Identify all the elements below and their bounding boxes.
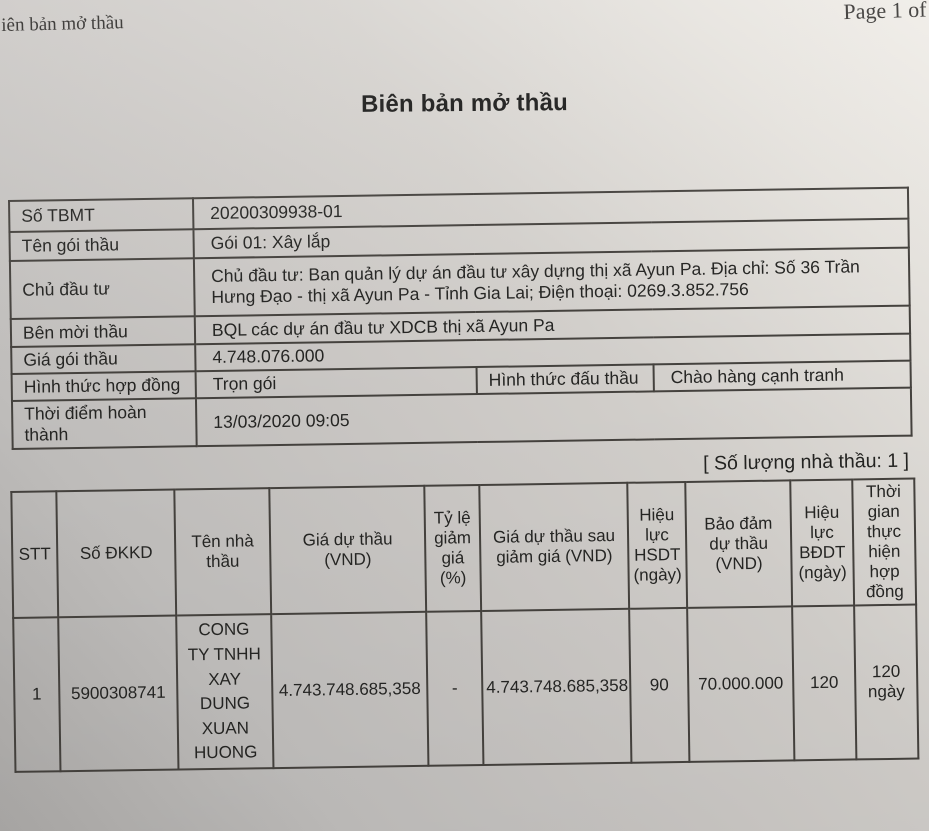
bid-results-table: STT Số ĐKKD Tên nhà thầu Giá dự thầu (VN… [10,478,919,774]
info-label: Tên gói thầu [9,229,194,261]
col-header-hieu-luc-bddt: Hiệu lực BĐDT (ngày) [790,479,855,607]
running-header-title: iên bản mở thầu [1,12,124,36]
info-label: Chủ đầu tư [9,258,195,319]
cell-stt: 1 [13,617,61,773]
cell-gia-du-thau: 4.743.748.685,358 [271,612,429,769]
cell-bao-dam-du-thau: 70.000.000 [687,606,795,763]
info-label: Số TBMT [9,198,194,232]
info-label: Hình thức đấu thầu [476,364,654,395]
info-label: Thời điểm hoàn thành [11,398,197,449]
cell-dkkd: 5900308741 [58,615,179,772]
info-value: Chủ đầu tư: Ban quản lý dự án đầu tư xây… [193,247,910,317]
document-body: Số TBMT 20200309938-01 Tên gói thầu Gói … [6,187,919,774]
tender-info-table: Số TBMT 20200309938-01 Tên gói thầu Gói … [8,187,913,450]
col-header-hieu-luc-hsdt: Hiệu lực HSDT (ngày) [627,481,688,610]
cell-hieu-luc-bddt: 120 [792,605,857,761]
cell-thoi-gian-thuc-hien: 120 ngày [854,604,919,760]
col-header-ten-nha-thau: Tên nhà thầu [174,488,272,616]
info-value: Chào hàng cạnh tranh [653,360,911,392]
cell-gia-sau-giam-gia: 4.743.748.685,358 [481,609,632,766]
info-label: Hình thức hợp đồng [11,371,196,401]
col-header-dkkd: Số ĐKKD [56,489,177,618]
col-header-gia-sau-giam-gia: Giá dự thầu sau giảm giá (VND) [479,482,630,612]
col-header-stt: STT [11,491,59,619]
bid-table-row: 1 5900308741 CONG TY TNHH XAY DUNG XUAN … [13,604,919,773]
cell-ten-nha-thau: CONG TY TNHH XAY DUNG XUAN HUONG [176,614,274,770]
col-header-thoi-gian-thuc-hien: Thời gian thực hiện hợp đồng [852,478,917,606]
col-header-gia-du-thau: Giá dự thầu (VND) [269,485,427,615]
page-number-indicator: Page 1 of 1 [843,0,929,25]
info-label: Bên mời thầu [10,316,196,347]
document-title: Biên bản mở thầu [360,89,569,118]
col-header-ty-le-giam-gia: Tỷ lệ giảm giá (%) [424,485,482,613]
info-value: 13/03/2020 09:05 [195,387,912,447]
bid-table-header-row: STT Số ĐKKD Tên nhà thầu Giá dự thầu (VN… [11,478,917,619]
info-value: Trọn gói [195,367,477,399]
col-header-bao-dam-du-thau: Bảo đảm dự thầu (VND) [685,480,793,609]
cell-ty-le-giam-gia: - [426,611,484,766]
cell-hieu-luc-hsdt: 90 [629,608,690,763]
info-label: Giá gói thầu [11,344,196,374]
